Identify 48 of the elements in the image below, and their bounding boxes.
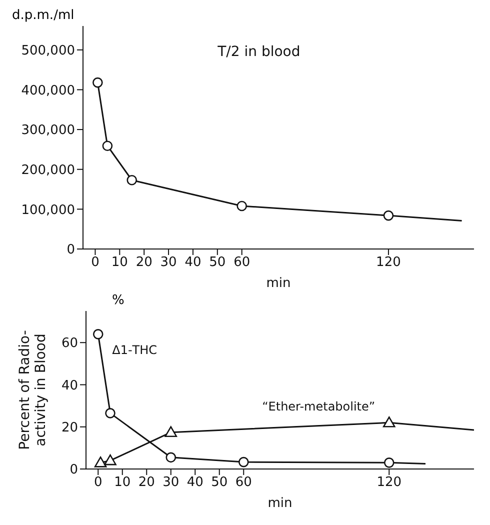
y-tick-label: 200,000 (21, 162, 75, 178)
x-tick-label: 60 (234, 255, 250, 270)
x-tick-label: 50 (211, 475, 228, 490)
x-tick-label: 20 (138, 475, 155, 490)
y-tick-label: 100,000 (21, 202, 75, 218)
x-tick-label: 30 (162, 475, 180, 490)
x-tick-label: 50 (209, 255, 226, 270)
point (104, 454, 116, 466)
x-tick-label: 20 (136, 255, 152, 270)
x-tick-label: 10 (114, 475, 131, 490)
x-tick-label: 0 (91, 255, 100, 270)
point (383, 210, 394, 221)
y-tick-label: 300,000 (21, 123, 75, 138)
x-tick-label: 60 (235, 475, 252, 490)
point (126, 174, 138, 186)
x-tick-label: 40 (186, 475, 204, 490)
point (105, 408, 116, 418)
x-tick-label: 10 (111, 255, 128, 270)
y-tick-label: 500,000 (21, 44, 75, 59)
point (238, 456, 249, 468)
x-axis-title: min (268, 496, 292, 511)
x-tick-label: 30 (160, 255, 177, 270)
text: T/2 in blood (216, 44, 300, 60)
point (94, 456, 107, 468)
point (102, 140, 113, 152)
x-tick-label: 120 (376, 475, 402, 490)
x-axis-title: min (266, 276, 291, 291)
x-tick-label: 120 (376, 255, 401, 270)
point (92, 329, 104, 340)
point (92, 77, 103, 88)
text: % (112, 293, 124, 308)
series-label: “Ether-metabolite” (262, 400, 376, 414)
y-tick-label: 40 (61, 378, 78, 394)
y-tick-label: 20 (61, 420, 78, 436)
y-axis-title: d.p.m./ml (12, 8, 74, 23)
y-axis-title: Percent of Radio- activity in Blood (17, 330, 49, 450)
series-label: Δ1-THC (112, 343, 158, 358)
y-tick-label: 400,000 (21, 83, 75, 98)
point (164, 426, 178, 437)
point (166, 452, 176, 463)
point (384, 458, 394, 468)
x-tick-label: 40 (184, 255, 202, 270)
y-tick-label: 60 (61, 336, 78, 352)
x-tick-label: 0 (94, 475, 102, 490)
point (382, 416, 396, 428)
y-tick-label: 0 (70, 462, 78, 478)
y-tick-label: 0 (66, 242, 75, 258)
point (236, 200, 247, 212)
